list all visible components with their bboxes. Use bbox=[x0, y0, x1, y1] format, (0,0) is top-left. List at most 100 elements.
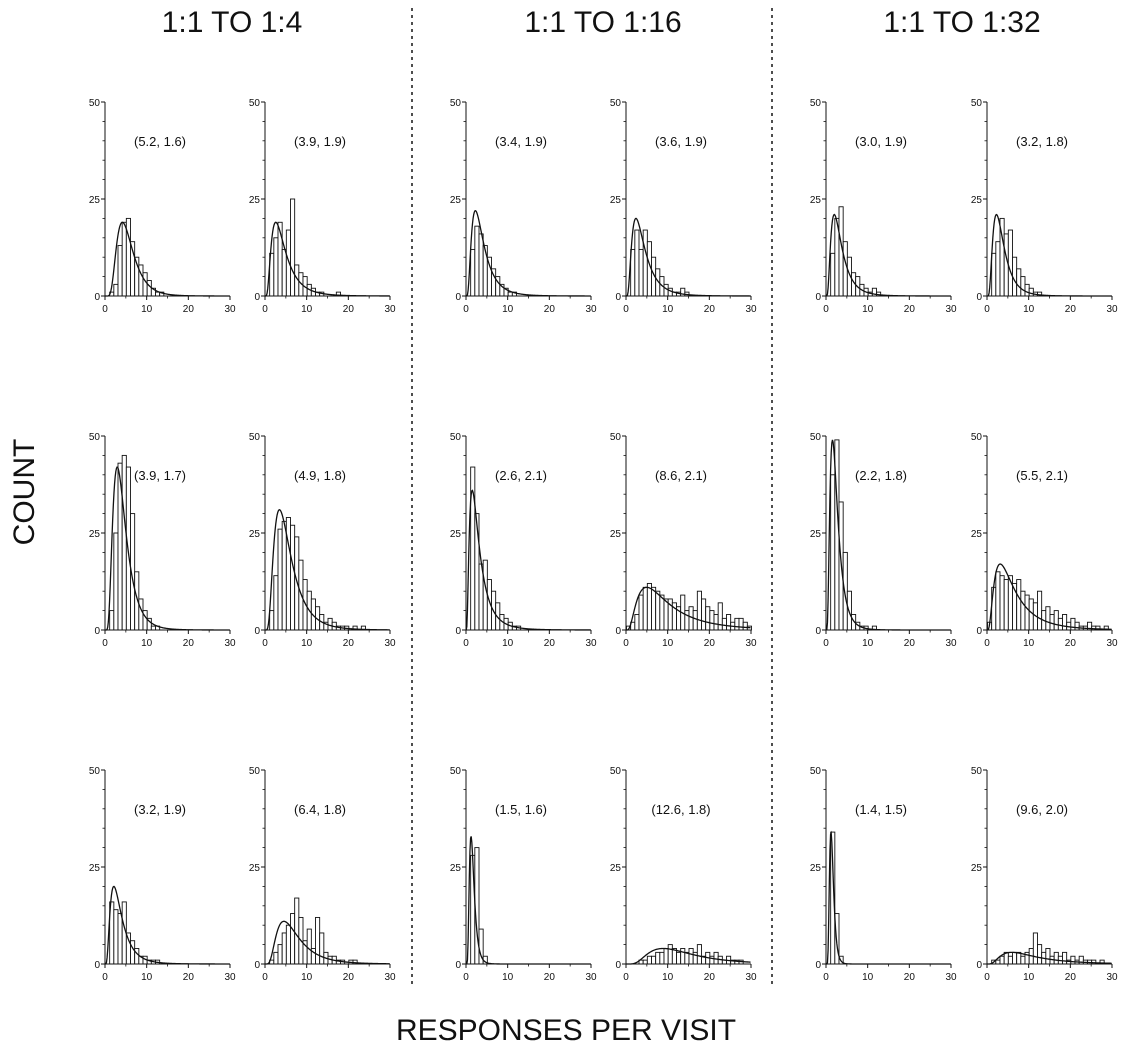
y-tick-label: 25 bbox=[89, 863, 101, 874]
x-tick-label: 10 bbox=[662, 638, 674, 649]
y-tick-label: 50 bbox=[450, 432, 462, 443]
x-tick-label: 0 bbox=[463, 304, 469, 315]
y-tick-label: 50 bbox=[810, 432, 822, 443]
x-tick-label: 20 bbox=[544, 638, 556, 649]
histogram-bar bbox=[1016, 268, 1022, 297]
panel-annotation: (3.6, 1.9) bbox=[655, 134, 707, 149]
x-tick-label: 10 bbox=[662, 972, 674, 983]
histogram-bar bbox=[315, 916, 321, 965]
fit-curve bbox=[265, 920, 390, 965]
histogram-panel: 0 10 20 30 0 25 50 (1.5, 1.6) bbox=[450, 766, 597, 983]
histogram-bar bbox=[717, 602, 723, 631]
x-tick-label: 20 bbox=[183, 972, 195, 983]
histogram-bar bbox=[146, 280, 152, 297]
y-axis-title: COUNT bbox=[8, 439, 41, 546]
histogram-bar bbox=[999, 575, 1005, 631]
panel-annotation: (1.4, 1.5) bbox=[855, 802, 907, 817]
histogram-bar bbox=[638, 248, 644, 297]
y-tick-label: 0 bbox=[615, 292, 621, 303]
x-tick-label: 10 bbox=[862, 972, 874, 983]
panel-annotation: (3.2, 1.8) bbox=[1016, 134, 1068, 149]
histogram-bar bbox=[1003, 579, 1009, 631]
x-tick-label: 10 bbox=[301, 638, 313, 649]
histogram-bar bbox=[1020, 590, 1026, 631]
x-tick-label: 30 bbox=[384, 638, 396, 649]
histogram-bar bbox=[705, 606, 711, 631]
histogram-bar bbox=[273, 951, 279, 965]
fit-curve bbox=[987, 563, 1112, 631]
x-tick-label: 30 bbox=[585, 972, 597, 983]
histogram-panel: 0 10 20 30 0 25 50 (3.4, 1.9) bbox=[450, 98, 597, 315]
column-dividers bbox=[411, 8, 773, 985]
y-tick-label: 50 bbox=[89, 98, 101, 109]
histogram-panel: 0 10 20 30 0 25 50 (3.6, 1.9) bbox=[610, 98, 757, 315]
x-tick-label: 10 bbox=[502, 638, 514, 649]
x-tick-label: 30 bbox=[224, 304, 236, 315]
x-tick-label: 20 bbox=[904, 638, 916, 649]
histogram-bar bbox=[327, 617, 333, 631]
histogram-panel: 0 10 20 30 0 25 50 (5.5, 2.1) bbox=[971, 432, 1118, 649]
histogram-bar bbox=[470, 248, 476, 297]
y-tick-label: 0 bbox=[615, 626, 621, 637]
y-tick-label: 25 bbox=[89, 529, 101, 540]
histogram-bar bbox=[651, 586, 657, 631]
histogram-bar bbox=[281, 520, 287, 631]
histogram-bar bbox=[294, 897, 300, 965]
x-tick-label: 30 bbox=[1106, 638, 1118, 649]
y-tick-label: 0 bbox=[455, 960, 461, 971]
x-tick-label: 20 bbox=[1065, 972, 1077, 983]
histogram-bar bbox=[995, 959, 1001, 965]
histogram-bar bbox=[155, 291, 161, 297]
x-tick-label: 30 bbox=[945, 304, 957, 315]
panel-annotation: (5.5, 2.1) bbox=[1016, 468, 1068, 483]
histogram-bar bbox=[113, 283, 119, 297]
panel-annotation: (1.5, 1.6) bbox=[495, 802, 547, 817]
column-titles: 1:1 TO 1:4 1:1 TO 1:16 1:1 TO 1:32 bbox=[162, 6, 1041, 39]
histogram-bar bbox=[1045, 606, 1051, 631]
histogram-bar bbox=[1070, 617, 1076, 631]
x-tick-label: 30 bbox=[1106, 972, 1118, 983]
x-tick-label: 10 bbox=[141, 972, 153, 983]
panel-annotation: (2.2, 1.8) bbox=[855, 468, 907, 483]
histogram-bar bbox=[842, 551, 848, 631]
x-tick-label: 30 bbox=[384, 972, 396, 983]
y-tick-label: 50 bbox=[610, 432, 622, 443]
histogram-panel: 0 10 20 30 0 25 50 (3.9, 1.9) bbox=[249, 98, 396, 315]
y-tick-label: 50 bbox=[89, 432, 101, 443]
x-tick-label: 0 bbox=[262, 972, 268, 983]
y-tick-label: 0 bbox=[976, 960, 982, 971]
histogram-panel: 0 10 20 30 0 25 50 (4.9, 1.8) bbox=[249, 432, 396, 649]
histogram-panel: 0 10 20 30 0 25 50 (1.4, 1.5) bbox=[810, 766, 957, 983]
y-tick-label: 25 bbox=[971, 195, 983, 206]
x-tick-label: 10 bbox=[662, 304, 674, 315]
histogram-bar bbox=[738, 617, 744, 631]
y-tick-label: 0 bbox=[815, 292, 821, 303]
y-tick-label: 25 bbox=[810, 863, 822, 874]
histogram-panel: 0 10 20 30 0 25 50 (6.4, 1.8) bbox=[249, 766, 396, 983]
histogram-bar bbox=[1020, 955, 1026, 965]
histogram-bar bbox=[646, 582, 652, 631]
histogram-bar bbox=[655, 951, 661, 965]
histogram-bar bbox=[1049, 614, 1055, 631]
histogram-bar bbox=[281, 248, 287, 297]
histogram-bar bbox=[1024, 594, 1030, 631]
y-tick-label: 0 bbox=[615, 960, 621, 971]
histogram-bar bbox=[995, 571, 1001, 631]
histogram-bar bbox=[638, 594, 644, 631]
y-tick-label: 0 bbox=[254, 626, 260, 637]
y-tick-label: 50 bbox=[249, 98, 261, 109]
histogram-bar bbox=[507, 291, 513, 297]
histogram-bar bbox=[651, 955, 657, 965]
histogram-bar bbox=[269, 610, 275, 631]
histogram-bar bbox=[842, 241, 848, 297]
x-tick-label: 20 bbox=[904, 972, 916, 983]
histogram-bar bbox=[121, 221, 127, 297]
x-tick-label: 0 bbox=[102, 972, 108, 983]
x-tick-label: 10 bbox=[1023, 638, 1035, 649]
histogram-bar bbox=[142, 272, 148, 297]
x-tick-label: 0 bbox=[102, 304, 108, 315]
panel-annotation: (4.9, 1.8) bbox=[294, 468, 346, 483]
y-tick-label: 50 bbox=[971, 766, 983, 777]
histogram-bar bbox=[721, 617, 727, 631]
